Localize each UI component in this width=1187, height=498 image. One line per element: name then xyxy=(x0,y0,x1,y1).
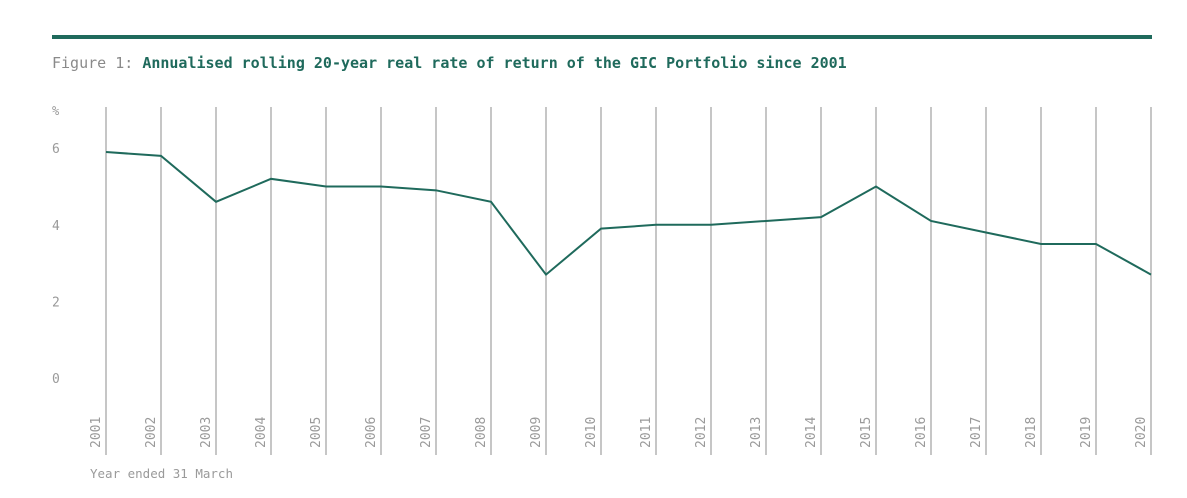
chart-title: Figure 1: Annualised rolling 20-year rea… xyxy=(52,54,847,72)
x-tick-label: 2014 xyxy=(804,417,819,448)
x-tick-label: 2016 xyxy=(914,417,929,448)
x-tick-label: 2009 xyxy=(529,417,544,448)
x-tick-label: 2004 xyxy=(254,417,269,448)
x-tick-label: 2002 xyxy=(144,417,159,448)
y-axis-label: % xyxy=(52,104,60,118)
x-tick-label: 2017 xyxy=(969,417,984,448)
figure-label: Figure 1: xyxy=(52,54,134,72)
x-tick-label: 2008 xyxy=(474,417,489,448)
y-tick-label: 0 xyxy=(52,372,60,387)
y-tick-label: 6 xyxy=(52,142,60,157)
top-rule xyxy=(52,35,1152,39)
x-tick-label: 2012 xyxy=(694,417,709,448)
x-tick-label: 2015 xyxy=(859,417,874,448)
x-tick-label: 2005 xyxy=(309,417,324,448)
x-tick-label: 2003 xyxy=(199,417,214,448)
x-tick-label: 2007 xyxy=(419,417,434,448)
x-tick-label: 2020 xyxy=(1134,417,1149,448)
x-tick-label: 2001 xyxy=(89,417,104,448)
x-tick-label: 2010 xyxy=(584,417,599,448)
chart-title-text: Annualised rolling 20-year real rate of … xyxy=(142,54,847,72)
y-tick-label: 2 xyxy=(52,295,60,310)
series-line xyxy=(105,151,1152,277)
y-tick-label: 4 xyxy=(52,219,60,234)
x-tick-label: 2019 xyxy=(1079,417,1094,448)
x-axis-label: Year ended 31 March xyxy=(90,466,233,481)
x-tick-label: 2013 xyxy=(749,417,764,448)
x-tick-label: 2006 xyxy=(364,417,379,448)
x-tick-label: 2011 xyxy=(639,417,654,448)
x-tick-label: 2018 xyxy=(1024,417,1039,448)
